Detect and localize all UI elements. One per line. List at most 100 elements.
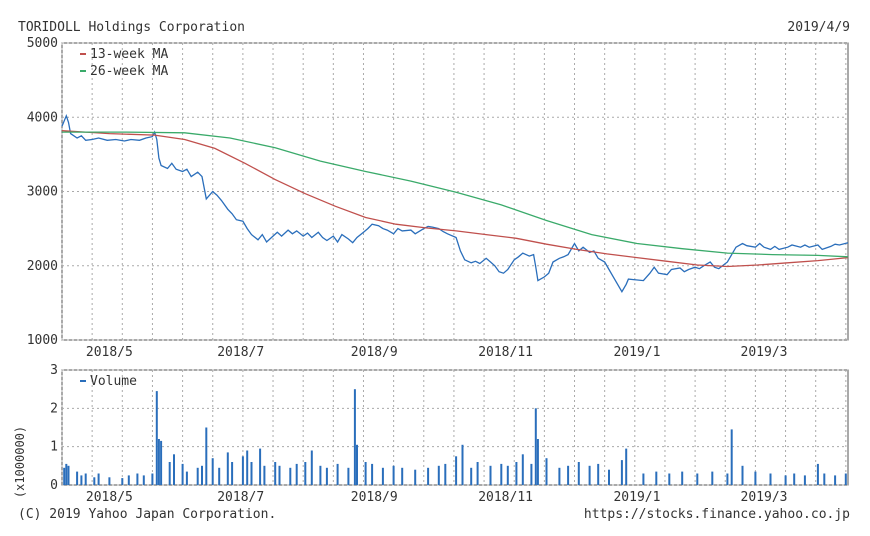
y-tick-label: 2000 (27, 259, 58, 274)
y-tick-label: 4000 (27, 110, 58, 125)
volume-bar (521, 454, 524, 485)
volume-bar (681, 471, 684, 485)
volume-bar (461, 444, 464, 486)
chart-title: TORIDOLL Holdings Corporation (18, 20, 245, 35)
y-tick-label: 1000 (27, 333, 58, 348)
volume-bar (347, 467, 350, 486)
volume-bar (816, 463, 819, 485)
volume-bar (127, 475, 130, 485)
volume-bar (289, 467, 292, 486)
legend-label: 13-week MA (90, 47, 168, 62)
volume-bar (196, 467, 199, 486)
volume-bar (136, 473, 139, 485)
volume-bar (173, 454, 175, 485)
volume-bar (427, 467, 430, 486)
copyright-text: (C) 2019 Yahoo Japan Corporation. (18, 507, 276, 522)
volume-bar (726, 473, 729, 485)
volume-bar (274, 462, 277, 485)
volume-bar (336, 463, 339, 485)
volume-bar (696, 473, 699, 485)
x-tick-label: 2018/5 (86, 490, 133, 505)
volume-bar (530, 463, 533, 485)
volume-bar (356, 444, 358, 486)
volume-bar (620, 460, 623, 485)
volume-bar (588, 465, 591, 485)
volume-bar (834, 475, 837, 485)
volume-bar (655, 471, 658, 485)
volume-bar (67, 465, 70, 485)
x-tick-label: 2019/1 (613, 345, 660, 360)
volume-bar (364, 462, 367, 485)
volume-bar (278, 465, 281, 485)
x-tick-label: 2018/7 (217, 345, 264, 360)
volume-bar (597, 463, 600, 485)
volume-bar (142, 475, 145, 485)
volume-bar (414, 469, 417, 485)
y-tick-label: 3 (50, 363, 58, 378)
volume-bar (534, 408, 537, 485)
volume-bar (160, 440, 163, 485)
volume-bar (625, 448, 628, 485)
volume-bar (476, 462, 479, 485)
volume-bar (769, 473, 772, 485)
volume-bar (168, 462, 171, 485)
volume-bar (76, 471, 79, 485)
volume-bar (97, 473, 100, 485)
volume-bar (84, 473, 87, 485)
volume-bar (558, 467, 561, 486)
volume-bar (263, 465, 266, 485)
y-axis-label: (x1000000) (13, 426, 27, 498)
volume-bar (642, 473, 645, 485)
volume-bar (844, 473, 847, 485)
legend-label: Volume (90, 374, 137, 389)
y-tick-label: 0 (50, 478, 58, 493)
volume-bar (157, 439, 160, 485)
volume-bar (608, 469, 610, 485)
volume-bar (437, 465, 440, 485)
source-url[interactable]: https://stocks.finance.yahoo.co.jp (584, 507, 850, 522)
volume-bar (108, 477, 111, 485)
legend-label: 26-week MA (90, 64, 168, 79)
volume-bar (489, 465, 492, 485)
volume-bar (325, 467, 328, 486)
volume-bar (65, 463, 68, 485)
volume-bar (730, 429, 733, 485)
volume-bar (63, 467, 66, 486)
x-tick-label: 2019/3 (741, 345, 788, 360)
volume-bar (205, 427, 208, 485)
y-tick-label: 5000 (27, 36, 58, 51)
volume-bar (259, 448, 262, 485)
volume-bar (201, 465, 203, 485)
volume-bar (793, 473, 796, 485)
x-tick-label: 2018/11 (478, 345, 533, 360)
volume-bar (536, 439, 539, 485)
volume-bar (506, 465, 509, 485)
volume-bar (304, 462, 307, 485)
volume-bar (319, 465, 322, 485)
volume-bar (218, 467, 221, 486)
volume-bar (567, 465, 570, 485)
volume-bar (381, 467, 384, 486)
y-tick-label: 1 (50, 440, 58, 455)
y-tick-label: 2 (50, 401, 58, 416)
chart-date: 2019/4/9 (787, 20, 850, 35)
volume-bar (754, 471, 757, 485)
volume-bar (784, 475, 787, 485)
volume-bar (668, 473, 671, 485)
volume-bar (470, 467, 473, 486)
volume-bar (226, 452, 229, 485)
volume-bar (823, 473, 826, 485)
price-panel: 1000 2000 3000 4000 5000 2018/5 2018/7 2018/9 20… (27, 36, 849, 360)
volume-bar (121, 478, 124, 485)
volume-bar (401, 467, 404, 486)
series-line-26-week-ma (62, 131, 849, 258)
volume-bar (295, 463, 298, 485)
volume-bar (181, 463, 184, 485)
volume-bar (80, 475, 83, 485)
x-tick-label: 2018/7 (217, 490, 264, 505)
volume-bar (241, 456, 244, 486)
volume-bar (545, 458, 548, 485)
volume-bar (93, 477, 96, 485)
volume-bar (231, 462, 234, 485)
